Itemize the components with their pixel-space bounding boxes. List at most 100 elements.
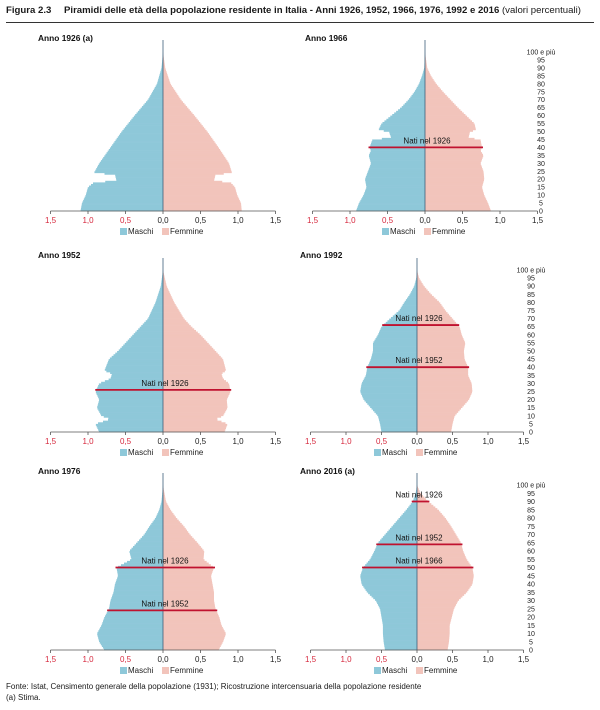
bar-maschi xyxy=(91,183,163,186)
bar-maschi xyxy=(404,300,417,303)
bar-maschi xyxy=(158,291,163,293)
bar-maschi xyxy=(395,521,417,524)
bar-maschi xyxy=(83,198,163,201)
bar-maschi xyxy=(377,602,417,605)
bar-femmine xyxy=(417,334,463,337)
bar-maschi xyxy=(410,503,417,506)
bar-femmine xyxy=(425,180,484,183)
bar-maschi xyxy=(414,282,417,285)
bar-femmine xyxy=(163,342,209,345)
bar-femmine xyxy=(425,199,487,202)
bar-femmine xyxy=(163,357,223,360)
bar-maschi xyxy=(121,346,163,349)
bar-maschi xyxy=(147,318,163,321)
bar-maschi xyxy=(143,534,163,537)
legend-swatch-maschi xyxy=(120,228,127,235)
bar-femmine xyxy=(417,544,462,547)
bar-femmine xyxy=(417,643,449,646)
bar-maschi xyxy=(109,357,163,360)
bar-maschi xyxy=(136,329,163,332)
age-label: 5 xyxy=(539,201,543,208)
bar-femmine xyxy=(417,370,469,373)
bar-femmine xyxy=(163,166,231,169)
bar-maschi xyxy=(366,174,425,177)
bar-femmine xyxy=(163,645,221,647)
bar-femmine xyxy=(163,367,226,370)
bar-femmine xyxy=(417,559,468,562)
bar-femmine xyxy=(163,588,214,591)
bar-maschi xyxy=(139,109,163,112)
bar-femmine xyxy=(163,547,203,550)
bar-maschi xyxy=(101,625,163,628)
bar-femmine xyxy=(163,129,207,132)
bar-femmine xyxy=(417,419,454,421)
bar-femmine xyxy=(163,85,173,88)
bar-maschi xyxy=(130,554,163,557)
bar-femmine xyxy=(163,383,230,386)
bar-maschi xyxy=(372,344,417,347)
bar-maschi xyxy=(371,142,425,145)
bar-femmine xyxy=(163,368,226,371)
bar-femmine xyxy=(163,406,228,408)
bar-maschi xyxy=(106,365,163,368)
bar-maschi xyxy=(381,618,417,621)
bar-maschi xyxy=(98,630,163,633)
age-label: 100 e più xyxy=(517,483,546,490)
bar-femmine xyxy=(163,59,165,62)
figure-label: Figura 2.3 xyxy=(6,5,52,16)
bar-maschi xyxy=(373,597,417,600)
bar-maschi xyxy=(129,551,163,553)
bar-maschi xyxy=(365,401,417,404)
bar-maschi xyxy=(145,531,163,534)
bar-maschi xyxy=(405,509,417,512)
bar-maschi xyxy=(116,579,163,581)
bar-maschi xyxy=(420,79,425,81)
bar-maschi xyxy=(158,292,163,295)
x-tick-label: 1,0 xyxy=(344,216,356,225)
bar-maschi xyxy=(133,333,163,336)
bar-femmine xyxy=(425,206,490,209)
bar-maschi xyxy=(131,557,163,560)
bar-maschi xyxy=(382,633,417,636)
bar-maschi xyxy=(374,410,417,413)
bar-femmine xyxy=(417,276,419,279)
age-label: 10 xyxy=(527,413,535,420)
bar-maschi xyxy=(365,375,417,378)
bar-femmine xyxy=(417,286,425,289)
bar-femmine xyxy=(163,359,224,362)
bar-femmine xyxy=(417,572,474,575)
bar-femmine xyxy=(417,430,452,433)
age-label: 65 xyxy=(527,324,535,331)
bar-femmine xyxy=(163,328,195,331)
bar-femmine xyxy=(163,284,167,287)
bar-maschi xyxy=(370,163,425,166)
bar-maschi xyxy=(376,600,417,603)
bar-maschi xyxy=(363,195,425,197)
bar-femmine xyxy=(163,198,240,201)
bar-maschi xyxy=(83,199,163,202)
bar-maschi xyxy=(366,372,417,374)
source-note: Fonte: Istat, Censimento generale della … xyxy=(6,682,422,691)
legend-label-femmine: Femmine xyxy=(170,666,204,675)
bar-femmine xyxy=(417,368,469,371)
bar-femmine xyxy=(163,546,201,548)
bar-femmine xyxy=(417,534,457,537)
bar-femmine xyxy=(163,514,175,517)
bar-maschi xyxy=(103,420,163,423)
bar-maschi xyxy=(366,370,417,373)
bar-maschi xyxy=(103,648,163,651)
bar-femmine xyxy=(163,316,184,319)
bar-maschi xyxy=(365,176,425,178)
age-label: 75 xyxy=(537,89,545,96)
bar-maschi xyxy=(376,336,417,339)
age-label: 50 xyxy=(527,349,535,356)
age-label: 20 xyxy=(527,615,535,622)
bar-maschi xyxy=(82,201,163,204)
bar-maschi xyxy=(117,577,163,580)
x-tick-label: 0,0 xyxy=(419,216,431,225)
bar-maschi xyxy=(403,302,417,305)
age-label: 0 xyxy=(539,209,543,216)
bar-femmine xyxy=(163,180,223,183)
bar-femmine xyxy=(425,90,443,93)
legend-label-femmine: Femmine xyxy=(170,448,204,457)
